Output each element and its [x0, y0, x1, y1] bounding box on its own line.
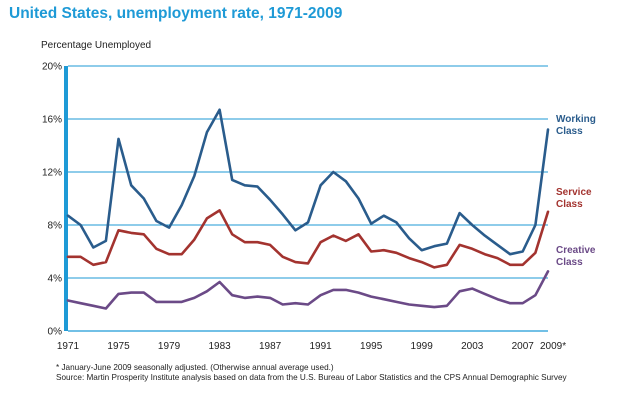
x-tick-label: 1975 [107, 341, 130, 352]
y-tick-label: 8% [48, 221, 63, 232]
x-tick-labels: 1971 1975 1979 1983 1987 1991 1995 1999 2003 2007… [57, 341, 566, 352]
y-tick-label: 0% [48, 327, 63, 338]
x-tick-label: 1987 [259, 341, 282, 352]
creative-class-label: Class [556, 257, 583, 268]
y-tick-labels: 0% 4% 8% 12% 16% 20% [42, 62, 62, 338]
chart-title: United States, unemployment rate, 1971-2… [9, 5, 343, 22]
x-tick-label: 1995 [360, 341, 383, 352]
service-class-line [66, 209, 550, 269]
y-tick-label: 16% [42, 115, 62, 126]
x-tick-label: 1971 [57, 341, 80, 352]
y-axis-line [64, 66, 68, 331]
y-tick-label: 4% [48, 274, 63, 285]
series-lines [66, 108, 550, 310]
axes [64, 66, 68, 331]
service-class-label: Service [556, 187, 592, 198]
footnote-source: Source: Martin Prosperity Institute anal… [56, 373, 567, 382]
y-tick-label: 12% [42, 168, 62, 179]
working-class-label: Working [556, 114, 596, 125]
x-tick-label: 1991 [310, 341, 333, 352]
footnote-note: * January-June 2009 seasonally adjusted.… [56, 363, 334, 372]
gridlines [68, 65, 548, 332]
x-tick-label: 2009* [540, 341, 566, 352]
working-class-label: Class [556, 126, 583, 137]
y-axis-label: Percentage Unemployed [41, 40, 152, 51]
working-class-line [66, 108, 550, 256]
y-tick-label: 20% [42, 62, 62, 73]
footnote: * January-June 2009 seasonally adjusted.… [56, 363, 616, 383]
x-tick-label: 1983 [208, 341, 231, 352]
x-tick-label: 1999 [411, 341, 434, 352]
x-tick-label: 2003 [461, 341, 484, 352]
creative-class-line [66, 270, 550, 310]
x-tick-label: 1979 [158, 341, 181, 352]
creative-class-label: Creative [556, 245, 596, 256]
x-tick-label: 2007 [512, 341, 535, 352]
service-class-label: Class [556, 199, 583, 210]
